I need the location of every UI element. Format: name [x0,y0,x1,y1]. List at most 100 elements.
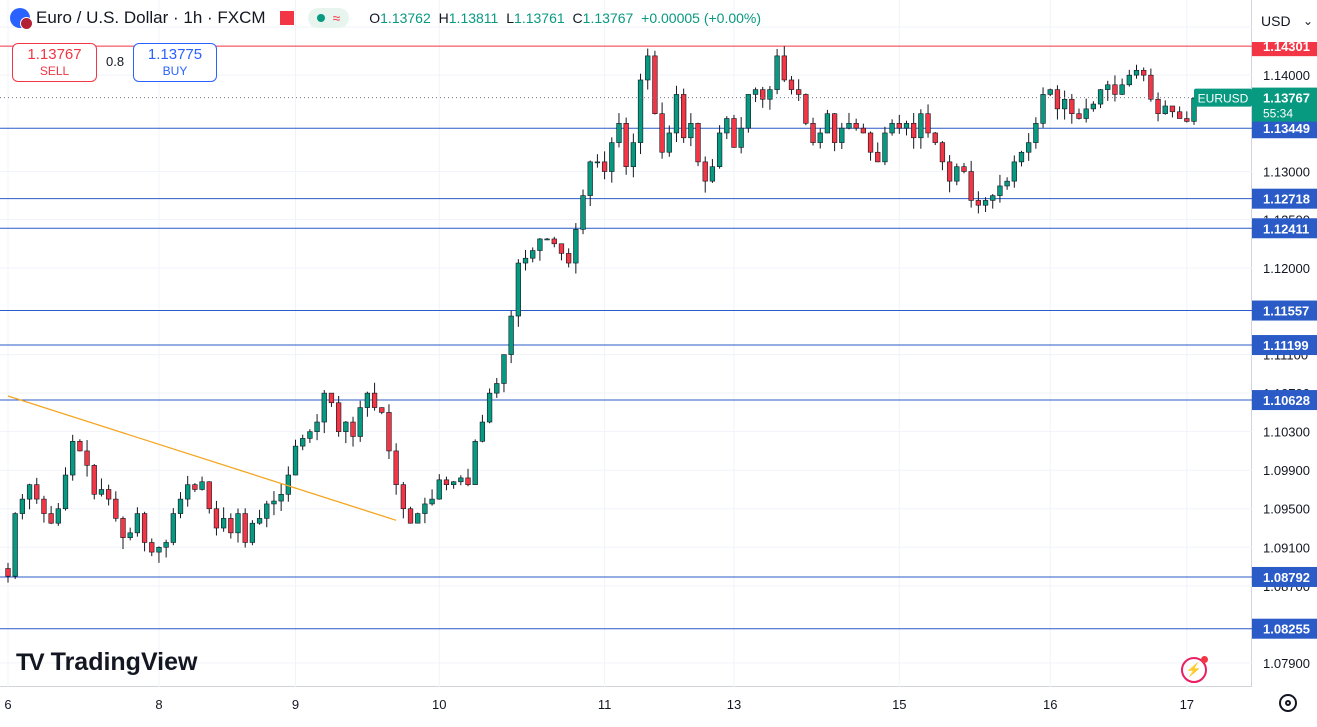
candle-body [925,113,931,134]
symbol-title[interactable]: Euro / U.S. Dollar · 1h · FXCM [36,8,266,27]
candle-body [1069,98,1075,114]
candle-body [781,55,787,81]
candle-body [62,474,69,510]
candle-body [249,522,256,543]
candle-body [1112,84,1118,95]
candle-body [177,498,184,514]
candle-body [429,498,435,505]
candle-body [307,431,313,439]
candle-body [1176,111,1183,119]
currency-selector[interactable]: USD ⌄ [1252,0,1317,42]
candle-body [70,440,76,476]
buy-label: BUY [162,64,188,78]
candle-body [1162,105,1168,114]
price-axis[interactable]: 1.145001.140001.130001.125001.120001.111… [1252,0,1317,687]
candle-body [371,392,378,408]
candle-body [508,315,514,355]
level-price-tag [1252,566,1317,587]
candle-body [1105,84,1111,90]
open-value: 1.13762 [380,10,431,26]
candle-body [415,513,421,524]
candle-body [580,195,586,230]
candle-body [630,142,636,167]
time-axis[interactable]: 6 8 9 10 11 13 15 16 17 [0,687,1252,722]
candle-body [839,127,845,143]
candle-body [393,450,399,485]
candle-body [760,89,766,100]
candle-body [199,481,205,490]
price-tick-label: 1.13000 [1263,165,1310,180]
candle-body [1133,70,1140,76]
candle-body [946,161,953,182]
candle-body [573,229,579,264]
candle-body [271,500,277,505]
buy-button[interactable]: 1.13775 BUY [133,43,217,82]
tradingview-logo[interactable]: TV TradingView [16,648,197,677]
candle-body [350,421,356,437]
candle-body [1119,84,1125,95]
candle-body [479,421,486,442]
candle-body [1026,142,1032,153]
lightning-icon[interactable]: ⚡ [1181,656,1208,683]
level-price-tag [1252,390,1317,411]
currency-label: USD [1261,13,1291,29]
flag-icon [10,8,33,30]
market-open-dot-icon [316,14,325,22]
time-tick-label: 9 [292,697,299,712]
candle-body [997,185,1003,196]
sell-price: 1.13767 [27,46,82,63]
candle-body [889,123,895,134]
price-tick-label: 1.09500 [1263,502,1310,517]
chart-plot-area[interactable]: EURUSD [0,0,1252,687]
level-price-label: 1.14301 [1263,39,1310,54]
candle-body [343,421,349,432]
candle-body [328,392,335,404]
low-value: 1.13761 [514,10,565,26]
time-tick-label: 11 [598,697,612,712]
candle-body [1141,70,1147,76]
candle-body [120,518,126,538]
candle-body [141,513,148,543]
candle-body [364,392,371,408]
candle-body [48,513,54,524]
alert-square-icon[interactable] [279,11,294,25]
candle-body [645,55,651,81]
candle-body [192,484,198,490]
candlestick-chart[interactable]: EURUSD [0,0,1252,687]
wave-icon: ≈ [332,10,341,26]
candle-body [544,238,550,241]
candle-body [451,481,457,485]
candle-body [113,498,119,519]
candle-body [882,132,888,163]
candle-body [623,123,629,167]
candle-body [278,493,284,502]
candle-body [796,89,802,95]
high-value: 1.13811 [448,10,499,26]
candle-body [26,484,33,500]
candle-body [738,127,744,148]
ohlc-readout: O1.13762 H1.13811 L1.13761 C1.13767 +0.0… [369,10,762,26]
candle-body [932,132,938,143]
candle-body [551,238,557,245]
market-status-pill[interactable]: ≈ [307,8,350,28]
level-price-label: 1.13449 [1263,121,1310,136]
sell-button[interactable]: 1.13767 SELL [12,43,97,82]
candle-body [1011,161,1017,182]
candle-body [494,383,500,394]
buy-price: 1.13775 [147,46,203,63]
time-tick-label: 16 [1043,697,1057,712]
candle-body [357,407,363,437]
candle-body [77,440,83,452]
candle-body [558,243,565,254]
candle-body [709,166,716,182]
price-tick-label: 1.09100 [1263,540,1310,555]
price-tick-label: 1.10300 [1263,425,1310,440]
candle-body [1169,105,1176,113]
level-price-tag [1252,300,1317,321]
settings-gear-icon[interactable] [1279,694,1297,712]
candle-body [400,484,406,510]
candle-body [264,503,270,519]
candle-body [242,513,248,543]
candle-body [206,481,212,510]
currency-chevron-icon: ⌄ [1302,14,1313,28]
